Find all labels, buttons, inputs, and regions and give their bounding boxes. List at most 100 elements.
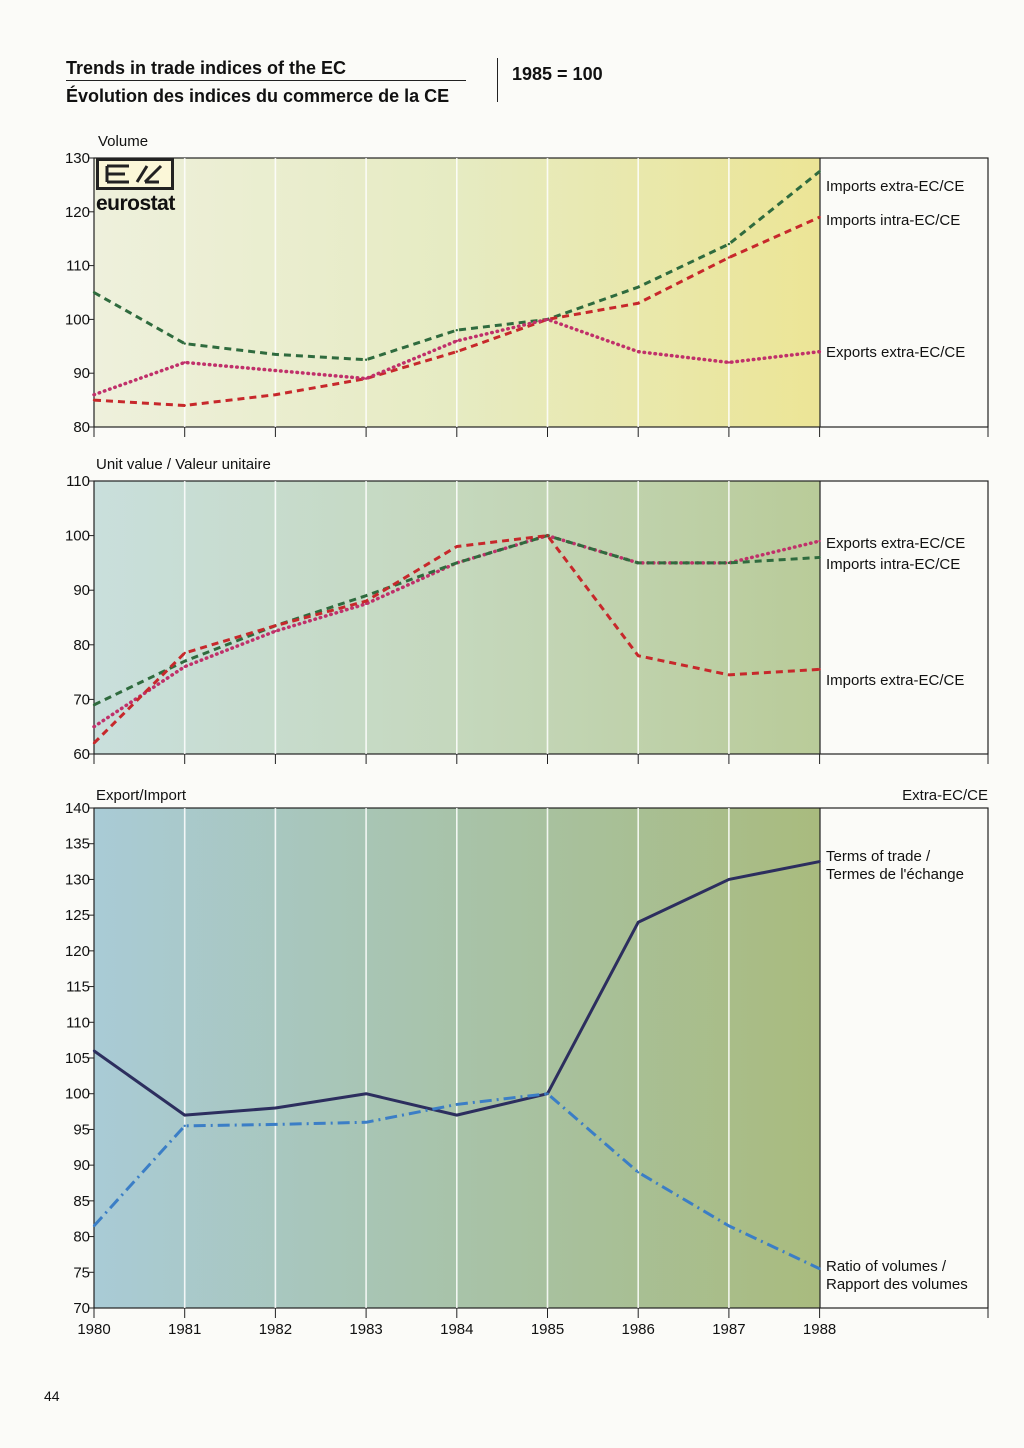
series-label-3-3: Ratio of volumes / xyxy=(826,1258,947,1275)
data-point xyxy=(274,1123,277,1126)
x-tick-label: 1988 xyxy=(803,1321,836,1338)
data-point xyxy=(727,361,731,364)
series-label-1-2: Imports intra-EC/CE xyxy=(826,212,960,229)
panel-title-1: Volume xyxy=(98,133,148,150)
x-tick-label: 1984 xyxy=(440,1321,473,1338)
y-tick-label: 130 xyxy=(65,871,90,888)
legend-area-2 xyxy=(820,481,988,754)
title-divider xyxy=(497,58,498,102)
data-point xyxy=(727,242,731,246)
data-point xyxy=(364,1121,368,1124)
data-point xyxy=(818,215,821,219)
base-year-label: 1985 = 100 xyxy=(512,64,603,84)
eurostat-logo-icon xyxy=(96,158,174,190)
y-tick-label: 85 xyxy=(73,1193,90,1210)
x-tick-label: 1985 xyxy=(531,1321,564,1338)
y-tick-label: 100 xyxy=(65,1086,90,1103)
data-point xyxy=(183,342,186,345)
y-tick-label: 100 xyxy=(65,311,90,328)
data-point xyxy=(637,350,640,353)
series-label-1-1: Imports extra-EC/CE xyxy=(826,178,964,195)
y-tick-label: 120 xyxy=(65,204,90,221)
data-point xyxy=(818,539,821,543)
y-tick-label: 130 xyxy=(65,150,90,167)
y-tick-label: 90 xyxy=(73,582,90,599)
data-point xyxy=(637,1171,640,1174)
y-tick-label: 70 xyxy=(73,691,90,708)
data-point xyxy=(727,561,731,565)
data-point xyxy=(92,1224,96,1228)
data-point xyxy=(364,594,368,597)
series-label-3-4: Rapport des volumes xyxy=(826,1276,968,1293)
y-tick-label: 135 xyxy=(65,836,90,853)
y-tick-label: 80 xyxy=(73,419,90,436)
series-line-1-3 xyxy=(92,317,822,397)
data-point xyxy=(274,1106,277,1110)
data-point xyxy=(364,358,368,361)
x-tick-label: 1983 xyxy=(349,1321,382,1338)
data-point xyxy=(455,328,458,332)
y-tick-label: 110 xyxy=(66,1014,90,1031)
page-number: 44 xyxy=(44,1388,60,1404)
data-point xyxy=(546,534,549,537)
y-tick-label: 60 xyxy=(73,746,90,763)
data-point xyxy=(92,398,96,402)
legend-area-3 xyxy=(820,808,988,1308)
series-label-3-2: Termes de l'échange xyxy=(826,866,964,883)
data-point xyxy=(818,556,821,559)
data-point xyxy=(637,561,640,565)
eurostat-logo: eurostat xyxy=(96,158,176,215)
data-point xyxy=(364,602,368,606)
y-tick-label: 140 xyxy=(65,800,90,817)
y-tick-label: 80 xyxy=(73,637,90,654)
data-point xyxy=(183,1113,186,1117)
data-point xyxy=(92,703,96,707)
data-point xyxy=(818,170,821,173)
data-point xyxy=(183,404,186,407)
data-point xyxy=(455,339,458,343)
x-tick-label: 1987 xyxy=(712,1321,745,1338)
data-point xyxy=(637,302,640,305)
data-point xyxy=(455,1113,458,1117)
data-point xyxy=(183,659,186,663)
data-point xyxy=(364,377,368,380)
data-point xyxy=(92,1049,96,1053)
data-point xyxy=(183,1124,186,1128)
series-line-1-1 xyxy=(93,170,821,362)
y-tick-label: 80 xyxy=(73,1229,90,1246)
data-point xyxy=(183,665,186,668)
y-tick-label: 90 xyxy=(73,1157,90,1174)
data-point xyxy=(727,256,731,259)
data-point xyxy=(274,624,277,627)
panel-title-3: Export/Import xyxy=(96,787,187,804)
data-point xyxy=(727,878,731,881)
series-line-1-2 xyxy=(93,215,821,407)
title-rule xyxy=(66,80,466,81)
x-tick-label: 1980 xyxy=(77,1321,110,1338)
x-tick-label: 1986 xyxy=(622,1321,655,1338)
eurostat-logo-text: eurostat xyxy=(96,192,175,215)
chart-title-fr: Évolution des indices du commerce de la … xyxy=(66,86,450,106)
data-point xyxy=(455,561,458,565)
y-tick-label: 110 xyxy=(66,473,90,490)
x-tick-label: 1981 xyxy=(168,1321,201,1338)
y-tick-label: 120 xyxy=(65,943,90,960)
data-point xyxy=(274,629,277,633)
series-label-2-2: Imports intra-EC/CE xyxy=(826,556,960,573)
data-point xyxy=(818,1267,821,1270)
data-point xyxy=(818,860,821,863)
plot-frame-2 xyxy=(93,480,989,755)
data-point xyxy=(183,361,186,364)
panel-subtitle-3: Extra-EC/CE xyxy=(902,787,988,804)
data-point xyxy=(92,291,96,294)
series-label-1-3: Exports extra-EC/CE xyxy=(826,344,965,361)
data-point xyxy=(364,1092,368,1095)
data-point xyxy=(637,285,640,289)
y-tick-label: 105 xyxy=(65,1050,90,1067)
data-point xyxy=(818,350,821,353)
data-point xyxy=(637,921,640,924)
data-point xyxy=(455,350,458,353)
data-point xyxy=(818,668,821,671)
y-tick-label: 115 xyxy=(66,979,90,996)
